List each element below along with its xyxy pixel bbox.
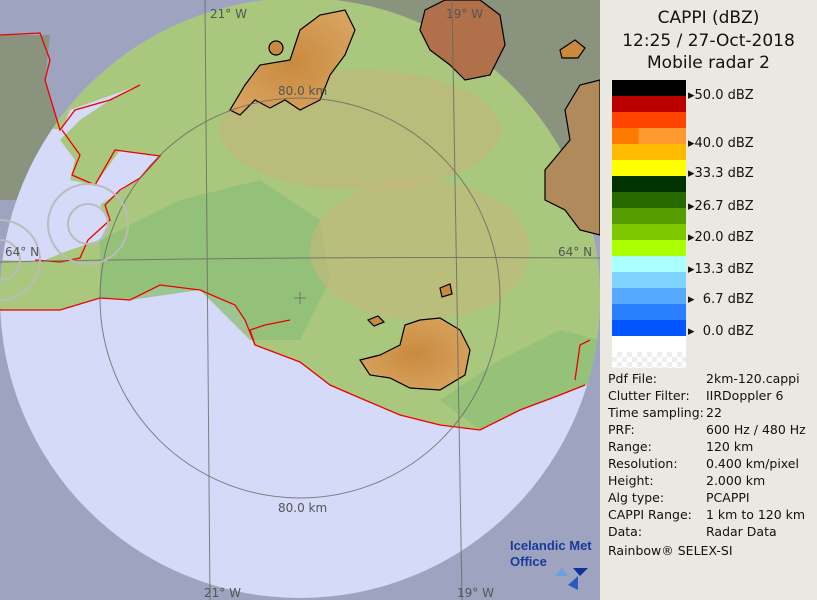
info-row: Height: 2.000 km [608, 473, 765, 488]
range-mask [0, 0, 600, 600]
info-row: PRF: 600 Hz / 480 Hz [608, 422, 806, 437]
color-swatch [612, 320, 686, 336]
coastline [0, 32, 591, 431]
info-key: Data: [608, 524, 643, 539]
logo-triangle-icon [568, 576, 578, 590]
scale-label: ▸13.3 dBZ [688, 262, 754, 277]
info-value: IIRDoppler 6 [706, 388, 784, 403]
lon-label-bottom-21w: 21° W [204, 586, 241, 600]
lon-label-top-21w: 21° W [210, 7, 247, 21]
color-swatch [612, 160, 686, 176]
color-swatch [612, 224, 686, 240]
neighbor-radar-ring [47, 183, 129, 265]
neighbor-radar-ring [0, 219, 41, 301]
info-value: 0.400 km/pixel [706, 456, 799, 471]
info-value: 1 km to 120 km [706, 507, 806, 522]
meridian-21w [204, 0, 211, 600]
datetime: 12:25 / 27-Oct-2018 [622, 31, 795, 51]
info-key: Height: [608, 473, 654, 488]
info-row: Alg type: PCAPPI [608, 490, 750, 505]
scale-label: ▸ 0.0 dBZ [688, 324, 754, 339]
ring-label-top: 80.0 km [278, 84, 327, 98]
info-key: Resolution: [608, 456, 678, 471]
lowland-green-east [440, 330, 600, 430]
info-key: CAPPI Range: [608, 507, 692, 522]
info-row: Time sampling: 22 [608, 405, 722, 420]
color-swatch [612, 336, 686, 352]
glacier [439, 283, 453, 298]
info-key: Range: [608, 439, 652, 454]
glacier [229, 9, 356, 116]
glacier [544, 79, 600, 236]
scale-label: ▸20.0 dBZ [688, 230, 754, 245]
glacier [359, 317, 471, 391]
color-swatch [612, 176, 686, 192]
color-swatch [612, 272, 686, 288]
info-value: 120 km [706, 439, 754, 454]
info-row: Pdf File: 2km-120.cappi [608, 371, 800, 386]
radar-center-crosshair [294, 292, 306, 304]
color-swatch [612, 304, 686, 320]
logo-line1: Icelandic Met [510, 538, 592, 553]
lon-label-bottom-19w: 19° W [457, 586, 494, 600]
scale-label: ▸33.3 dBZ [688, 166, 754, 181]
highland [310, 180, 530, 320]
info-key: PRF: [608, 422, 635, 437]
color-swatch [612, 128, 686, 144]
radar-name: Mobile radar 2 [647, 53, 770, 73]
neighbor-radar-ring [0, 239, 21, 281]
color-swatch [612, 112, 686, 128]
info-value: PCAPPI [706, 490, 750, 505]
radar-map[interactable]: 21° W 19° W 21° W 19° W 64° N 64° N 80.0… [0, 0, 600, 600]
glacier [419, 0, 506, 81]
scale-label: ▸50.0 dBZ [688, 88, 754, 103]
color-swatch [612, 256, 686, 272]
scale-label: ▸ 6.7 dBZ [688, 292, 754, 307]
info-value: 600 Hz / 480 Hz [706, 422, 806, 437]
footer-credit: Rainbow® SELEX-SI [608, 543, 733, 558]
info-row: Data: Radar Data [608, 524, 777, 539]
lon-label-top-19w: 19° W [446, 7, 483, 21]
color-swatch [612, 80, 686, 96]
info-key: Pdf File: [608, 371, 657, 386]
info-row: Resolution: 0.400 km/pixel [608, 456, 799, 471]
info-key: Alg type: [608, 490, 665, 505]
neighbor-radar-ring [67, 203, 109, 245]
info-row: Clutter Filter: IIRDoppler 6 [608, 388, 783, 403]
glacier [268, 40, 284, 56]
color-swatch [612, 192, 686, 208]
color-swatch [612, 240, 686, 256]
color-swatch [612, 96, 686, 112]
info-value: 22 [706, 405, 722, 420]
scale-label: ▸26.7 dBZ [688, 199, 754, 214]
product-title: CAPPI (dBZ) [657, 8, 760, 28]
logo-triangle-icon [573, 568, 588, 576]
logo-triangle-icon [555, 568, 568, 576]
lowland-green [100, 180, 330, 340]
legend-panel: CAPPI (dBZ) 12:25 / 27-Oct-2018 Mobile r… [600, 0, 817, 600]
color-swatch [612, 208, 686, 224]
info-value: Radar Data [706, 524, 777, 539]
color-swatch [612, 288, 686, 304]
info-row: Range: 120 km [608, 439, 753, 454]
ring-label-bottom: 80.0 km [278, 501, 327, 515]
info-value: 2km-120.cappi [706, 371, 800, 386]
glacier [559, 39, 586, 59]
color-swatch [612, 144, 686, 160]
info-key: Time sampling: [608, 405, 704, 420]
range-ring-80km [99, 97, 501, 499]
lat-label-right: 64° N [558, 245, 592, 259]
parallel-64n [0, 257, 600, 263]
color-swatch [612, 352, 686, 368]
imo-logo: Icelandic Met Office [510, 538, 592, 590]
meridian-19w [451, 0, 463, 600]
info-row: CAPPI Range: 1 km to 120 km [608, 507, 805, 522]
glacier [366, 315, 386, 327]
scale-label: ▸40.0 dBZ [688, 136, 754, 151]
info-value: 2.000 km [706, 473, 766, 488]
info-key: Clutter Filter: [608, 388, 690, 403]
lat-label-left: 64° N [5, 245, 39, 259]
logo-line2: Office [510, 554, 547, 569]
